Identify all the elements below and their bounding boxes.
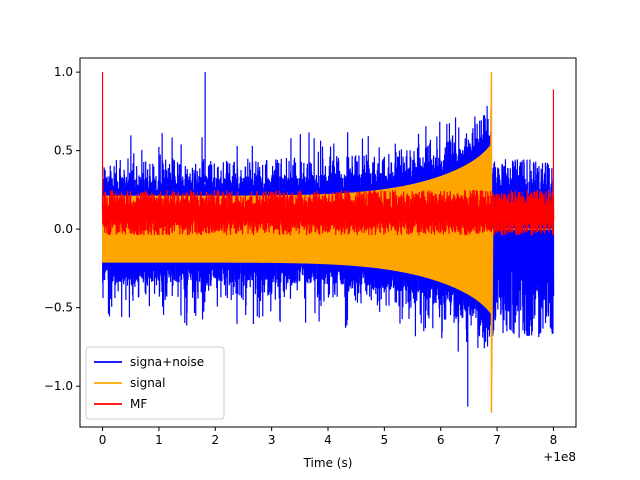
x-tick-label: 7 (493, 433, 501, 447)
x-axis-label: Time (s) (303, 456, 353, 470)
x-tick-label: 4 (324, 433, 332, 447)
x-tick-label: 6 (437, 433, 445, 447)
x-tick-label: 2 (211, 433, 219, 447)
x-offset-label: +1e8 (543, 450, 576, 464)
legend-label: signal (130, 376, 166, 390)
y-tick-label: −0.5 (44, 301, 73, 315)
series-mf-line (101, 72, 555, 236)
y-tick-label: 0.5 (54, 144, 73, 158)
legend-label: MF (130, 397, 147, 411)
x-tick-label: 5 (381, 433, 389, 447)
x-tick-label: 0 (99, 433, 107, 447)
x-tick-label: 3 (268, 433, 276, 447)
legend-box (85, 346, 225, 420)
legend-label: signa+noise (130, 355, 204, 369)
y-tick-label: −1.0 (44, 379, 73, 393)
y-tick-label: 0.0 (54, 222, 73, 236)
series-signal-merger-spike (489, 72, 494, 413)
x-tick-label: 1 (155, 433, 163, 447)
x-tick-label: 8 (550, 433, 558, 447)
y-tick-label: 1.0 (54, 65, 73, 79)
